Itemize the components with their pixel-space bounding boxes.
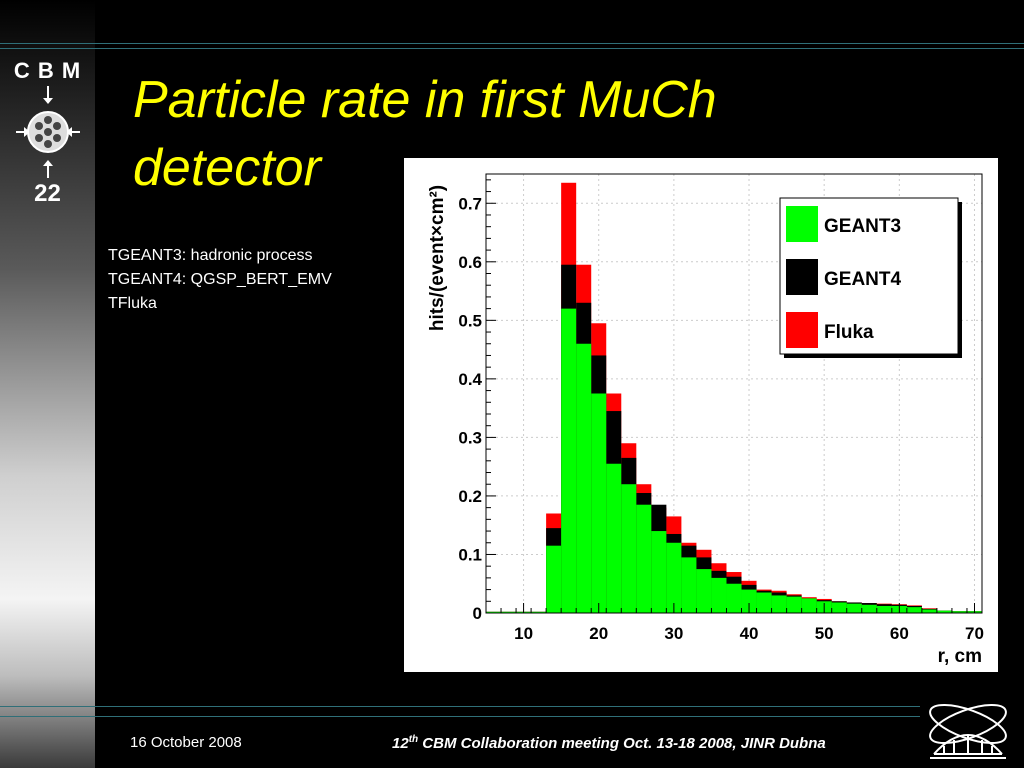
bar-geant3: [876, 605, 892, 613]
legend-swatch-fluka: [786, 312, 818, 348]
y-tick-label: 0.4: [458, 370, 482, 389]
x-tick-label: 60: [890, 624, 909, 643]
footer-meeting-number: 12: [392, 735, 409, 752]
note-line: TGEANT3: hadronic process: [108, 247, 313, 264]
legend-swatch-geant4: [786, 259, 818, 295]
bar-geant3: [906, 607, 922, 613]
bar-geant3: [741, 589, 757, 613]
top-divider: [0, 43, 1024, 44]
x-tick-label: 40: [740, 624, 759, 643]
y-tick-label: 0.1: [458, 545, 482, 564]
bar-geant3: [621, 484, 637, 613]
bar-geant3: [531, 611, 547, 613]
y-tick-label: 0: [473, 604, 482, 623]
x-tick-label: 20: [589, 624, 608, 643]
bar-geant3: [561, 308, 577, 613]
bar-geant3: [651, 531, 667, 613]
cbm-logo-letters: C B M: [13, 58, 82, 83]
bottom-divider-2: [0, 716, 920, 717]
note-line: TFluka: [108, 295, 157, 312]
cbm-logo-number: 22: [34, 180, 61, 207]
footer-meeting: 12th CBM Collaboration meeting Oct. 13-1…: [392, 734, 826, 752]
bar-geant3: [501, 611, 517, 613]
bar-geant3: [936, 610, 952, 613]
legend-label: GEANT4: [824, 269, 902, 290]
bar-geant3: [756, 592, 772, 613]
chart-bars: [486, 182, 982, 613]
bar-geant3: [636, 504, 652, 613]
chart-panel: 10 20 30 40 50 60 70 0 0.1 0.2 0.3 0.4 0.5 0.6 0.7 r, …: [404, 158, 998, 672]
bar-geant3: [681, 557, 697, 613]
bar-geant3: [786, 596, 802, 613]
bar-geant3: [591, 393, 607, 613]
legend-swatch-geant3: [786, 206, 818, 242]
bar-geant3: [951, 611, 967, 613]
notes-list: TGEANT3: hadronic process TGEANT4: QGSP_…: [108, 244, 332, 316]
bar-geant3: [726, 583, 742, 613]
bar-geant3: [606, 463, 622, 613]
chart-axes: [485, 173, 983, 614]
x-tick-label: 50: [815, 624, 834, 643]
y-tick-label: 0.3: [458, 428, 482, 447]
histogram-chart: 10 20 30 40 50 60 70 0 0.1 0.2 0.3 0.4 0.5 0.6 0.7 r, …: [427, 173, 984, 667]
bar-geant3: [486, 611, 502, 613]
chart-legend: GEANT3 GEANT4 Fluka: [779, 197, 962, 358]
y-tick-label: 0.2: [458, 487, 482, 506]
jinr-logo-icon: [929, 704, 1007, 759]
note-line: TGEANT4: QGSP_BERT_EMV: [108, 271, 332, 288]
y-axis-label: hits/(event×cm²): [427, 185, 448, 331]
x-tick-label: 30: [664, 624, 683, 643]
bar-geant3: [846, 603, 862, 613]
bar-geant3: [711, 577, 727, 613]
bar-geant3: [666, 542, 682, 613]
chart-ticks: 10 20 30 40 50 60 70 0 0.1 0.2 0.3 0.4 0.5 0.6 0.7: [458, 179, 984, 643]
y-tick-label: 0.5: [458, 311, 482, 330]
x-tick-label: 10: [514, 624, 533, 643]
footer-meeting-text: CBM Collaboration meeting Oct. 13-18 200…: [418, 735, 826, 752]
plot-frame: [485, 173, 983, 614]
y-tick-label: 0.7: [458, 194, 482, 213]
bar-geant3: [546, 545, 562, 613]
bar-geant3: [576, 343, 592, 613]
bar-geant3: [801, 598, 817, 613]
bottom-divider: [0, 706, 920, 707]
slide-title: Particle rate in first MuCh detector: [133, 71, 717, 197]
x-axis-label: r, cm: [938, 646, 982, 667]
bar-geant3: [861, 604, 877, 613]
bar-geant3: [771, 595, 787, 613]
cbm-emblem-icon: [16, 86, 80, 178]
legend-label: Fluka: [824, 322, 874, 343]
footer-meeting-ordinal: th: [408, 734, 419, 745]
y-tick-label: 0.6: [458, 253, 482, 272]
footer-date: 16 October 2008: [130, 734, 242, 751]
top-divider-2: [0, 48, 1024, 49]
bar-geant3: [696, 569, 712, 613]
bar-geant3: [921, 609, 937, 613]
legend-label: GEANT3: [824, 216, 901, 237]
bar-geant3: [831, 602, 847, 613]
x-tick-label: 70: [965, 624, 984, 643]
